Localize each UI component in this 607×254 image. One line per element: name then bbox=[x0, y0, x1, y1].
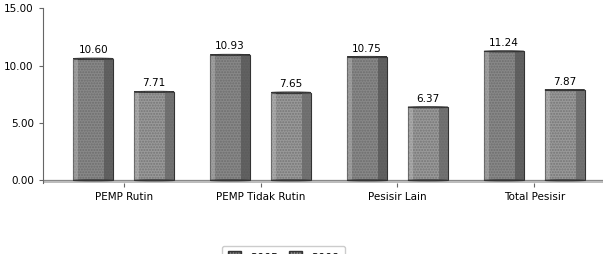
Bar bbox=[439, 107, 448, 180]
Bar bbox=[210, 55, 215, 180]
Bar bbox=[73, 59, 113, 180]
Bar bbox=[408, 107, 448, 180]
Ellipse shape bbox=[271, 92, 311, 93]
Bar bbox=[73, 59, 78, 180]
Ellipse shape bbox=[271, 180, 311, 181]
Text: 6.37: 6.37 bbox=[416, 94, 439, 104]
Bar bbox=[210, 55, 250, 180]
Text: 10.60: 10.60 bbox=[78, 45, 108, 55]
Ellipse shape bbox=[484, 180, 524, 181]
Bar bbox=[134, 92, 174, 180]
Text: 7.65: 7.65 bbox=[279, 79, 303, 89]
Bar bbox=[484, 51, 489, 180]
Bar bbox=[302, 92, 311, 180]
Legend: 2005, 2009: 2005, 2009 bbox=[222, 246, 345, 254]
Bar bbox=[242, 55, 250, 180]
Bar bbox=[210, 55, 250, 180]
Bar bbox=[347, 57, 387, 180]
Ellipse shape bbox=[545, 180, 585, 181]
Bar bbox=[484, 51, 524, 180]
Bar bbox=[545, 90, 585, 180]
Ellipse shape bbox=[347, 180, 387, 181]
Ellipse shape bbox=[347, 56, 387, 57]
Bar bbox=[484, 51, 524, 180]
Ellipse shape bbox=[210, 180, 250, 181]
Bar bbox=[104, 59, 113, 180]
Bar bbox=[271, 92, 276, 180]
Ellipse shape bbox=[484, 51, 524, 52]
Bar bbox=[515, 51, 524, 180]
Ellipse shape bbox=[73, 180, 113, 181]
Bar bbox=[271, 92, 311, 180]
Ellipse shape bbox=[408, 180, 448, 181]
Text: 10.93: 10.93 bbox=[215, 41, 245, 52]
Ellipse shape bbox=[210, 54, 250, 55]
Bar bbox=[43, 180, 603, 183]
Bar bbox=[408, 107, 448, 180]
Text: 7.87: 7.87 bbox=[553, 77, 577, 87]
Text: 11.24: 11.24 bbox=[489, 38, 519, 48]
Bar bbox=[378, 57, 387, 180]
Text: 7.71: 7.71 bbox=[143, 78, 166, 88]
Bar bbox=[73, 59, 113, 180]
Bar bbox=[347, 57, 387, 180]
Bar bbox=[545, 90, 585, 180]
Ellipse shape bbox=[73, 58, 113, 59]
Bar bbox=[165, 92, 174, 180]
Bar bbox=[271, 92, 311, 180]
Bar bbox=[134, 92, 174, 180]
Ellipse shape bbox=[408, 107, 448, 108]
Ellipse shape bbox=[134, 180, 174, 181]
Text: 10.75: 10.75 bbox=[352, 43, 382, 54]
Bar bbox=[576, 90, 585, 180]
Bar bbox=[408, 107, 413, 180]
Bar bbox=[545, 90, 550, 180]
Ellipse shape bbox=[134, 91, 174, 92]
Bar bbox=[134, 92, 139, 180]
Ellipse shape bbox=[545, 89, 585, 91]
Bar bbox=[347, 57, 352, 180]
